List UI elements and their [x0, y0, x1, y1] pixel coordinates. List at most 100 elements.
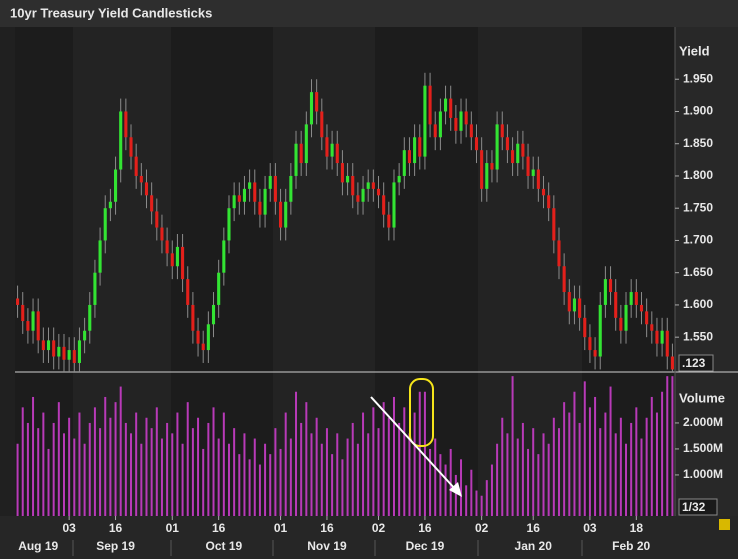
- volume-bar: [181, 443, 184, 516]
- scale-label: .123: [682, 356, 706, 370]
- volume-bar: [661, 391, 664, 516]
- candle-body: [88, 304, 92, 331]
- volume-bar: [372, 407, 375, 516]
- volume-bar: [625, 443, 628, 516]
- x-tick-label: 16: [320, 521, 334, 535]
- candle-body: [505, 137, 509, 151]
- volume-bar: [346, 438, 349, 516]
- candle-body: [609, 279, 613, 293]
- volume-bar: [367, 433, 370, 516]
- volume-bar: [145, 417, 148, 516]
- candle-body: [150, 195, 154, 212]
- volume-bar: [362, 412, 365, 516]
- x-tick-label: 02: [372, 521, 386, 535]
- volume-bar: [212, 407, 215, 516]
- candle-body: [392, 182, 396, 228]
- volume-bar: [150, 428, 153, 516]
- x-tick-label: 16: [527, 521, 541, 535]
- candle-body: [650, 324, 654, 331]
- volume-bar: [454, 474, 457, 516]
- volume-bar: [573, 391, 576, 516]
- y-tick-label: 1.800: [683, 168, 713, 182]
- candle-body: [211, 304, 216, 325]
- volume-bar: [501, 417, 504, 516]
- volume-bar: [403, 407, 406, 516]
- candle-body: [62, 346, 66, 360]
- candle-body: [175, 246, 179, 267]
- candle-body: [660, 330, 664, 344]
- volume-bar: [532, 428, 535, 516]
- volume-bar: [83, 443, 86, 516]
- candle-body: [366, 182, 370, 189]
- volume-bar: [135, 412, 138, 516]
- volume-bar: [423, 391, 426, 516]
- volume-bar: [160, 438, 163, 516]
- candle-body: [423, 85, 427, 157]
- candle-body: [139, 175, 143, 183]
- volume-bar: [666, 376, 669, 516]
- candle-body: [531, 169, 535, 176]
- candle-body: [325, 137, 329, 157]
- volume-bar: [140, 443, 143, 516]
- x-tick-label: 16: [109, 521, 123, 535]
- candle-body: [346, 175, 350, 183]
- candle-body: [351, 175, 355, 196]
- candle-body: [603, 279, 607, 305]
- candle-body: [480, 150, 484, 189]
- volume-bar: [99, 428, 102, 516]
- arrow-head: [449, 482, 462, 497]
- candle-body: [299, 143, 303, 164]
- candle-body: [438, 111, 442, 138]
- candle-body: [371, 182, 375, 189]
- volume-bar: [460, 459, 463, 516]
- y-tick-label: 1.600: [683, 297, 713, 311]
- corner-icon: [719, 519, 730, 530]
- volume-bar: [119, 386, 122, 516]
- x-tick-label: 01: [274, 521, 288, 535]
- x-tick-label: 16: [212, 521, 226, 535]
- axis-area: [675, 27, 738, 516]
- trend-arrow: [370, 396, 457, 491]
- x-tick-label: 18: [630, 521, 644, 535]
- y-tick-label: 1.850: [683, 136, 713, 150]
- candle-body: [567, 292, 571, 312]
- volume-bar: [645, 417, 648, 516]
- volume-bar: [377, 428, 380, 516]
- volume-bar: [284, 412, 287, 516]
- y2-tick-label: 1.500M: [683, 441, 723, 455]
- candle-body: [397, 175, 401, 183]
- volume-bar: [21, 407, 24, 516]
- month-label: Oct 19: [205, 539, 242, 553]
- x-tick-label: 02: [475, 521, 489, 535]
- candle-body: [335, 143, 339, 164]
- volume-bar: [609, 386, 612, 516]
- candle-body: [639, 304, 644, 312]
- month-separators: [72, 540, 583, 556]
- candle-body: [258, 201, 262, 215]
- candle-body: [315, 92, 319, 112]
- candle-body: [541, 188, 546, 196]
- volume-bar: [594, 396, 597, 516]
- volume-bar: [109, 417, 112, 516]
- candle-body: [572, 298, 576, 312]
- volume-bar: [496, 443, 499, 516]
- candle-body: [181, 246, 185, 280]
- volume-bar: [274, 428, 277, 516]
- candle-body: [361, 188, 365, 202]
- volume-bar: [227, 443, 230, 516]
- volume-bar: [506, 433, 509, 516]
- volume-bar: [269, 454, 272, 516]
- volume-bar: [325, 428, 328, 516]
- candle-body: [134, 156, 138, 176]
- volume-bar: [444, 464, 447, 516]
- candle-body: [320, 111, 324, 138]
- candle-body: [536, 169, 540, 189]
- candle-body: [26, 321, 30, 331]
- candle-body: [273, 175, 277, 202]
- highlight: [409, 378, 434, 447]
- volume-bar: [16, 443, 19, 516]
- volume-bar: [527, 448, 530, 516]
- candle-body: [418, 137, 422, 157]
- header: [0, 0, 738, 27]
